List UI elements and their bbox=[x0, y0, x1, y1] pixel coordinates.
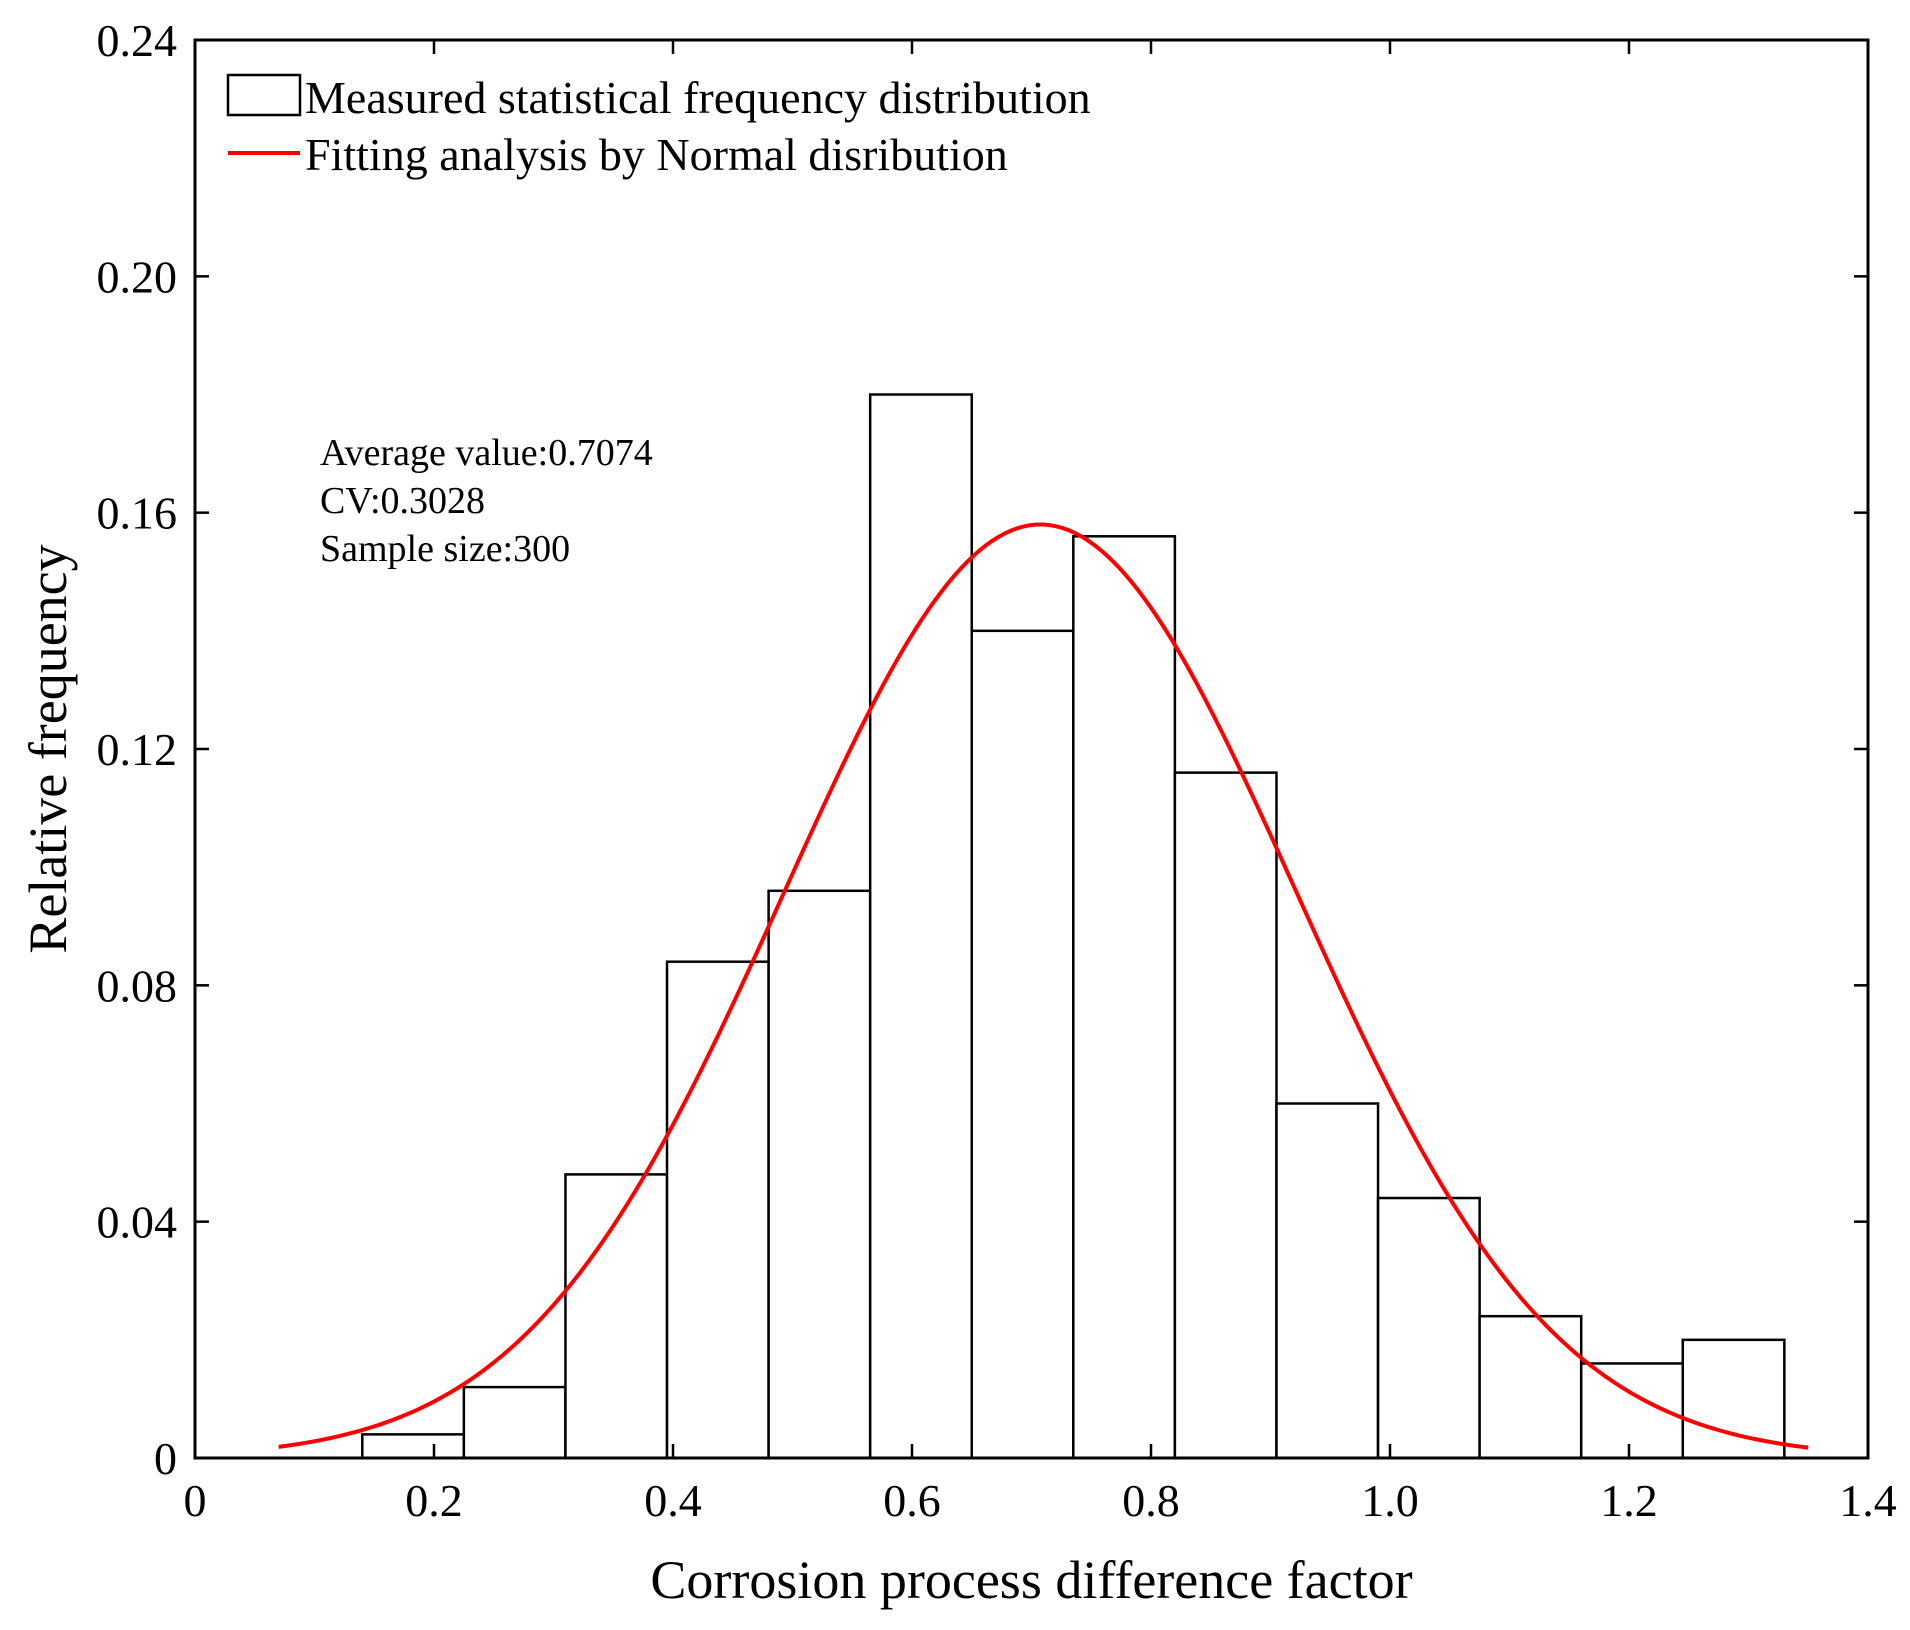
y-tick-label: 0.08 bbox=[97, 960, 178, 1011]
y-tick-label: 0.24 bbox=[97, 15, 178, 66]
histogram-bar bbox=[1072, 535, 1177, 1460]
statistics-annotation: Average value:0.7074 CV:0.3028 Sample si… bbox=[320, 432, 653, 570]
x-tick-label: 1.2 bbox=[1600, 1475, 1658, 1526]
histogram-bar bbox=[1275, 1102, 1380, 1460]
histogram-bar bbox=[1478, 1314, 1583, 1460]
x-axis-title: Corrosion process difference factor bbox=[650, 1550, 1412, 1610]
x-tick-label: 0.8 bbox=[1122, 1475, 1180, 1526]
y-tick-label: 0.12 bbox=[97, 724, 178, 775]
histogram-bars bbox=[361, 393, 1786, 1460]
histogram-bar bbox=[1173, 771, 1278, 1460]
axis-ticks bbox=[193, 38, 1870, 1460]
legend-fit-label: Fitting analysis by Normal disribution bbox=[305, 129, 1008, 180]
x-tick-label: 0.2 bbox=[405, 1475, 463, 1526]
y-tick-label: 0 bbox=[154, 1433, 177, 1484]
histogram-bar bbox=[767, 889, 872, 1460]
legend-histogram-label: Measured statistical frequency distribut… bbox=[305, 72, 1091, 123]
x-tick-label: 0.6 bbox=[883, 1475, 941, 1526]
histogram-bar bbox=[970, 629, 1075, 1460]
y-tick-label: 0.04 bbox=[97, 1197, 178, 1248]
average-value-annotation: Average value:0.7074 bbox=[320, 432, 653, 474]
histogram-bar bbox=[1376, 1196, 1481, 1460]
y-axis-title: Relative frequency bbox=[18, 544, 78, 953]
x-tick-label: 0 bbox=[184, 1475, 207, 1526]
histogram-bar bbox=[462, 1385, 567, 1460]
legend-histogram-swatch bbox=[226, 73, 302, 117]
legend: Measured statistical frequency distribut… bbox=[226, 72, 1091, 180]
sample-size-annotation: Sample size:300 bbox=[320, 528, 570, 570]
normal-fit-curve bbox=[278, 522, 1809, 1450]
cv-annotation: CV:0.3028 bbox=[320, 480, 485, 522]
histogram-bar bbox=[564, 1173, 669, 1460]
histogram-bar bbox=[1681, 1338, 1786, 1460]
y-tick-label: 0.16 bbox=[97, 488, 178, 539]
axis-tick-labels: 0 0.2 0.4 0.6 0.8 1.0 1.2 1.4 0 0.04 0.08 0.12 0.16 0… bbox=[97, 15, 1897, 1526]
x-tick-label: 1.4 bbox=[1839, 1475, 1897, 1526]
histogram-bar bbox=[868, 393, 973, 1460]
histogram-bar bbox=[361, 1433, 466, 1460]
x-tick-label: 1.0 bbox=[1361, 1475, 1419, 1526]
y-tick-label: 0.20 bbox=[97, 251, 178, 302]
x-tick-label: 0.4 bbox=[644, 1475, 702, 1526]
